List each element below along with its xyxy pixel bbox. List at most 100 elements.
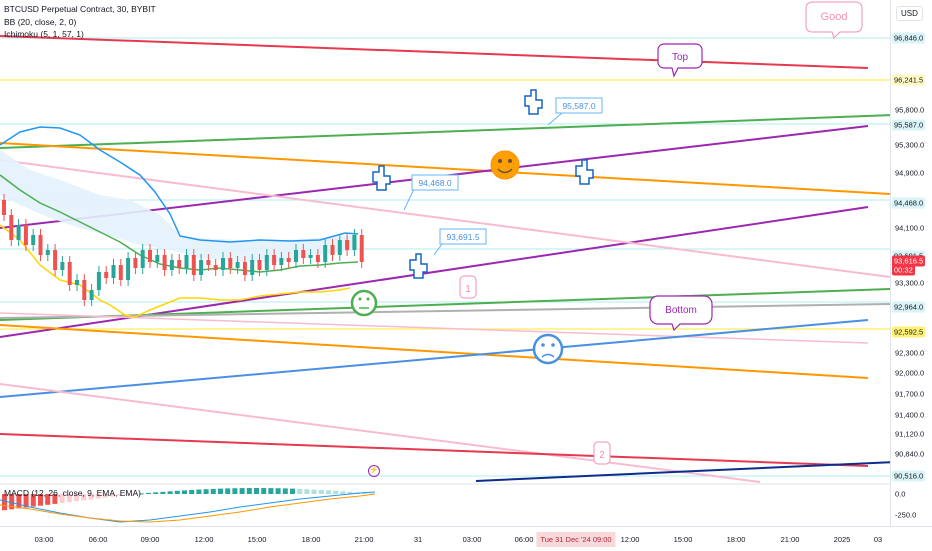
candle-body [126,258,131,280]
bb-legend[interactable]: BB (20, close, 2, 0) [4,17,77,27]
number-one-marker[interactable]: 1 [459,275,477,299]
macd-bar [52,494,58,504]
candle-body [177,260,182,268]
happy-face-icon [490,150,520,180]
macd-bar [81,494,87,501]
macd-bar [261,488,267,494]
macd-bar [160,491,166,494]
macd-bar [239,488,245,494]
callout-94468[interactable]: 94,468.0 [403,174,459,211]
macd-bar [117,494,123,496]
macd-bar [210,488,216,494]
candle-body [323,245,328,262]
candle-body [31,235,36,245]
chart-canvas[interactable]: Good Top Bottom 1 2 95,587.0 94,468.0 93… [0,0,890,526]
price-axis-label: 91,400.0 [895,410,925,420]
candle-body [191,255,196,275]
candle-body [111,265,116,278]
candle-body [148,250,152,262]
time-axis-label: 03 [873,535,883,544]
price-axis[interactable]: 95,800.0 95,300.0 94,900.0 94,100.0 93,300.0… [890,0,932,526]
price-axis-label: 94,900.0 [895,168,925,178]
macd-line [0,491,376,523]
macd-bar [174,490,180,494]
candle-body [140,250,145,268]
sad-face-icon [532,333,564,365]
candle-body [104,272,109,278]
price-axis-label: 93,300.0 [895,278,925,288]
price-axis-label: 95,800.0 [895,105,925,115]
macd-bar [347,491,353,494]
ichimoku-lagging-line [0,224,351,318]
price-axis-label: 92,000.0 [895,368,925,378]
lightning-icon[interactable]: ⚡ [368,465,380,477]
time-axis-label: 18:00 [726,535,746,544]
crosshair-time-label: Tue 31 Dec '24 09:00 [536,532,616,547]
time-axis[interactable]: 03:00 06:00 09:00 12:00 15:00 18:00 21:00 31 03:… [0,526,932,551]
callout-95587[interactable]: 95,587.0 [547,97,603,126]
macd-bar [23,494,29,508]
candle-body [45,250,50,255]
price-axis-label: 90,840.0 [895,449,925,459]
candle-body [301,250,306,258]
green-trendline-top [0,114,890,149]
candle-body [184,255,189,268]
time-axis-label: 15:00 [247,535,267,544]
macd-bar [88,494,94,500]
candle-body [257,260,262,270]
time-axis-label: 03:00 [34,535,54,544]
macd-legend[interactable]: MACD (12, 26, close, 9, EMA, EMA) [4,488,141,498]
macd-bar [297,488,303,494]
candle-body [16,225,21,240]
candle-body [330,245,335,255]
candle-body [228,258,233,268]
candle-body [279,258,284,265]
one-label: 1 [465,284,471,295]
macd-bar [167,491,173,494]
orange-trendline-top [0,142,890,195]
time-axis-label: 12:00 [620,535,640,544]
price-axis-tag: 93,616.5 [892,255,926,267]
macd-bar [74,494,79,502]
macd-bar [146,492,151,494]
number-two-marker[interactable]: 2 [593,441,611,465]
callout-93691[interactable]: 93,691.5 [433,228,487,256]
pink-trendline [0,159,890,278]
macd-bar [124,494,130,495]
candle-body [264,255,269,270]
price-axis-tag: 96,241.5 [892,74,926,86]
macd-bar [232,488,238,494]
macd-bar [318,489,324,494]
macd-bar [189,489,195,494]
macd-bar [102,494,108,498]
time-axis-label: 31 [413,535,423,544]
ichimoku-legend[interactable]: Ichimoku (5, 1, 57, 1) [4,29,84,39]
ichimoku-cloud [0,150,358,262]
callout-93691-label: 93,691.5 [446,232,479,242]
neutral-face-icon [350,289,378,317]
macd-bar [95,494,101,499]
candle-body [67,262,72,285]
good-bubble[interactable]: Good [805,1,863,39]
currency-button[interactable]: USD [896,6,923,21]
macd-bar [282,488,288,494]
horizontal-levels [0,37,890,477]
candle-body [162,255,167,270]
bottom-bubble[interactable]: Bottom [649,295,713,332]
candle-body [345,240,350,250]
macd-bar [30,494,36,507]
price-axis-label: 92,300.0 [895,348,925,358]
price-axis-label: 94,100.0 [895,223,925,233]
price-axis-tag: 95,587.0 [892,119,926,131]
macd-bar [246,488,252,494]
macd-bar [275,488,281,494]
candle-body [155,255,160,262]
hand-pointer-icon [372,89,594,279]
top-bubble[interactable]: Top [657,43,703,78]
candle-body [213,265,218,270]
candle-body [9,215,14,240]
macd-bar [326,490,331,494]
time-axis-label: 12:00 [194,535,214,544]
macd-bar [2,494,7,511]
symbol-legend[interactable]: BTCUSD Perpetual Contract, 30, BYBIT [4,4,156,14]
